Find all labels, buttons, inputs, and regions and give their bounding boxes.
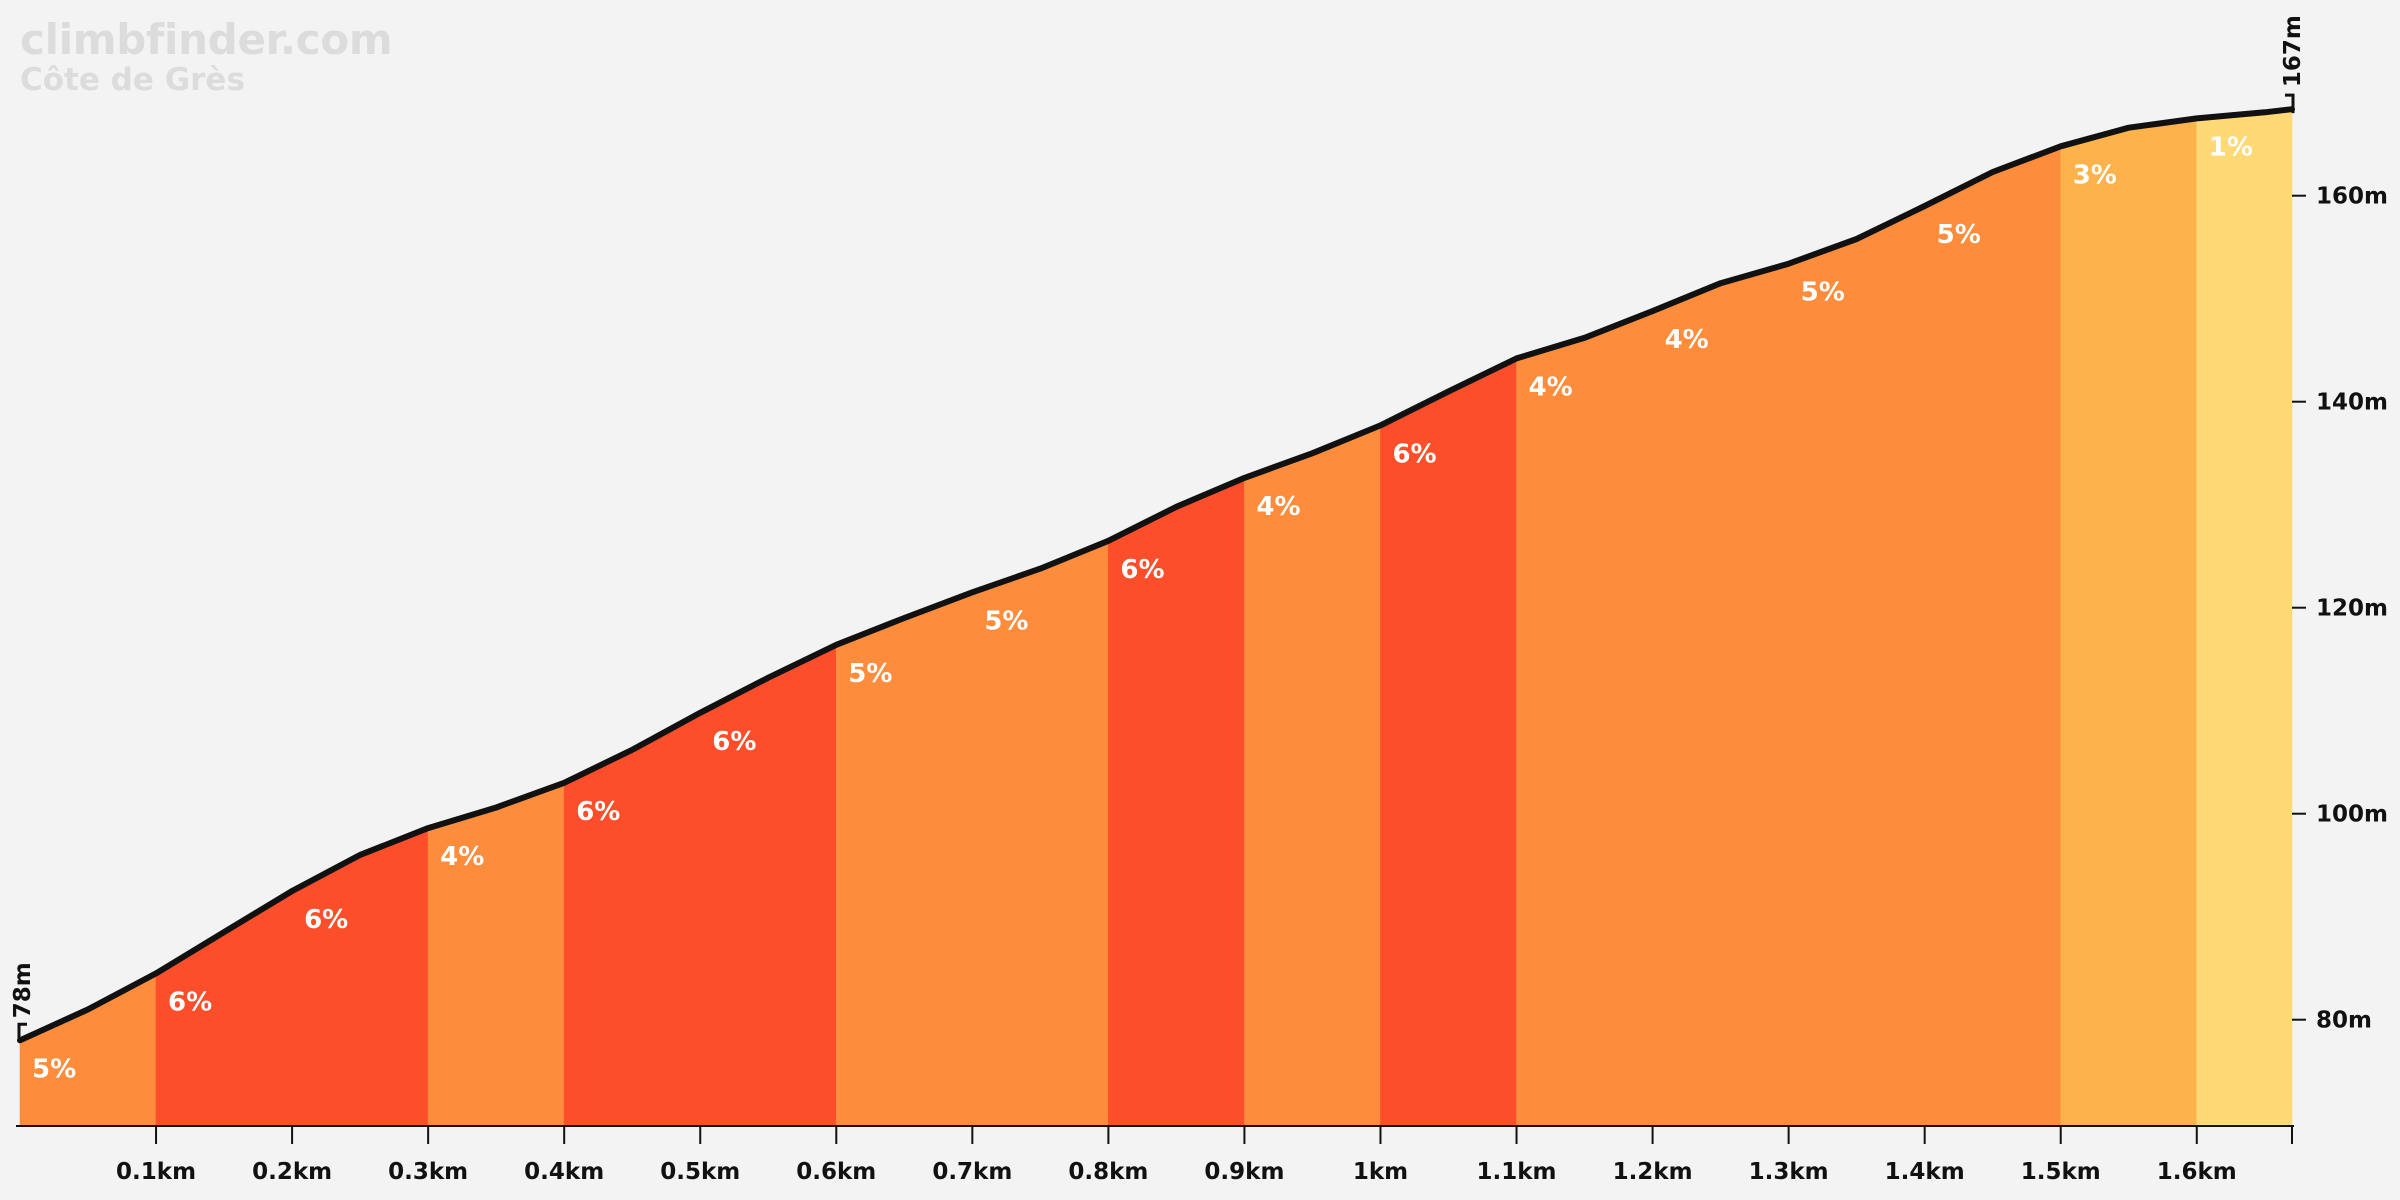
start-elevation-marker bbox=[17, 1022, 27, 1043]
x-tick-label-2: 0.2km bbox=[252, 1159, 332, 1185]
gradient-label-13: 4% bbox=[1665, 325, 1709, 355]
gradient-label-3: 6% bbox=[304, 905, 348, 935]
gradient-label-11: 6% bbox=[1392, 439, 1436, 469]
gradient-segment-14 bbox=[1788, 205, 1925, 1127]
gradient-label-17: 1% bbox=[2209, 132, 2253, 162]
x-tick-label-14: 1.4km bbox=[1885, 1159, 1965, 1185]
gradient-label-10: 4% bbox=[1256, 492, 1300, 522]
y-tick-label-3: 120m bbox=[2316, 596, 2388, 622]
gradient-segment-12 bbox=[1516, 310, 1653, 1127]
x-tick-label-9: 0.9km bbox=[1204, 1159, 1284, 1185]
gradient-segment-4 bbox=[427, 782, 565, 1127]
gradient-label-8: 5% bbox=[984, 606, 1028, 636]
gradient-label-12: 4% bbox=[1529, 372, 1573, 402]
x-tick-label-4: 0.4km bbox=[524, 1159, 604, 1185]
y-axis: 80m 100m 120m 140m 160m bbox=[2292, 184, 2388, 1034]
x-tick-label-15: 1.5km bbox=[2021, 1159, 2101, 1185]
gradient-segments bbox=[19, 108, 2293, 1127]
y-tick-label-5: 160m bbox=[2316, 184, 2388, 210]
end-elevation-marker bbox=[2285, 93, 2295, 114]
x-tick-label-12: 1.2km bbox=[1613, 1159, 1693, 1185]
gradient-segment-10 bbox=[1244, 424, 1381, 1127]
x-tick-label-6: 0.6km bbox=[796, 1159, 876, 1185]
start-elevation-label: 78m bbox=[10, 962, 36, 1018]
gradient-segment-1 bbox=[19, 972, 157, 1127]
end-elevation-label: 167m bbox=[2280, 15, 2306, 87]
gradient-segment-16 bbox=[2060, 118, 2198, 1127]
gradient-segment-6 bbox=[699, 644, 837, 1127]
gradient-label-2: 6% bbox=[168, 987, 212, 1017]
y-tick-label-1: 80m bbox=[2316, 1008, 2372, 1034]
gradient-segment-17 bbox=[2196, 108, 2293, 1127]
x-tick-label-16: 1.6km bbox=[2157, 1159, 2237, 1185]
x-tick-label-11: 1.1km bbox=[1477, 1159, 1557, 1185]
gradient-labels: 5% 6% 6% 4% 6% 6% 5% 5% 6% 4% 6% 4% 4% 5% 5% 3% 1% bbox=[32, 132, 2253, 1084]
gradient-segment-15 bbox=[1924, 145, 2061, 1127]
profile-line-group: 78m 167m bbox=[10, 15, 2306, 1044]
gradient-label-14: 5% bbox=[1801, 278, 1845, 308]
gradient-label-7: 5% bbox=[848, 659, 892, 689]
gradient-label-6: 6% bbox=[712, 727, 756, 757]
gradient-label-1: 5% bbox=[32, 1054, 76, 1084]
gradient-label-16: 3% bbox=[2073, 160, 2117, 190]
x-tick-label-8: 0.8km bbox=[1068, 1159, 1148, 1185]
x-tick-label-3: 0.3km bbox=[388, 1159, 468, 1185]
gradient-label-4: 4% bbox=[440, 842, 484, 872]
gradient-label-15: 5% bbox=[1937, 220, 1981, 250]
profile-line bbox=[17, 106, 2295, 1044]
gradient-segment-11 bbox=[1380, 357, 1517, 1127]
x-tick-label-13: 1.3km bbox=[1749, 1159, 1829, 1185]
x-tick-label-5: 0.5km bbox=[660, 1159, 740, 1185]
gradient-segment-13 bbox=[1652, 263, 1789, 1127]
gradient-segment-3 bbox=[291, 827, 429, 1127]
y-tick-label-2: 100m bbox=[2316, 802, 2388, 828]
x-tick-label-7: 0.7km bbox=[932, 1159, 1012, 1185]
gradient-label-9: 6% bbox=[1120, 555, 1164, 585]
x-axis: 0.1km 0.2km 0.3km 0.4km 0.5km 0.6km 0.7km 0.8km… bbox=[16, 1125, 2294, 1185]
gradient-label-5: 6% bbox=[576, 797, 620, 827]
y-tick-label-4: 140m bbox=[2316, 390, 2388, 416]
x-tick-label-1: 0.1km bbox=[116, 1159, 196, 1185]
x-tick-label-10: 1km bbox=[1353, 1159, 1408, 1185]
